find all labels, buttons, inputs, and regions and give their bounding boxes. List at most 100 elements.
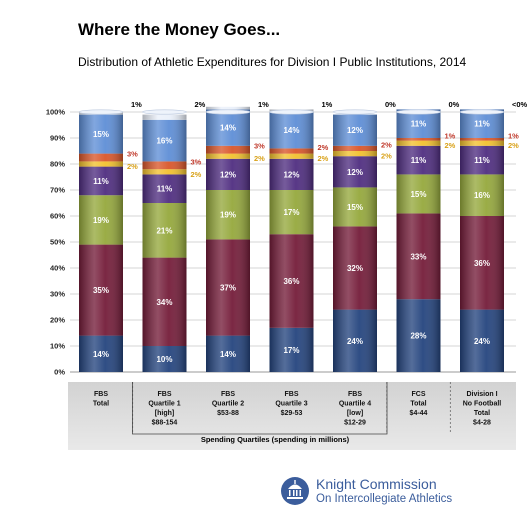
bar-segment-shading [333,187,377,227]
bar-segment-shading [142,114,187,120]
y-tick-label: 70% [50,186,65,195]
data-label: 15% [347,203,363,212]
knight-commission-logo: Knight Commission On Intercollegiate Ath… [280,474,480,510]
data-label: 2% [445,141,456,150]
x-category-label: $12-29 [344,420,366,427]
bar-top-cap [459,109,505,115]
bar-segment-shading [333,151,377,157]
bar-segment-shading [79,195,123,245]
x-category-label: FBS [94,391,108,398]
bar-segment-shading [460,309,504,372]
bar-segment-shading [269,158,314,190]
x-category-label: $53-88 [217,410,239,417]
x-category-label: FBS [348,391,362,398]
data-label: 28% [410,332,426,341]
bar-segment-shading [269,153,314,159]
x-category-label: Quartile 1 [148,401,180,408]
data-label: 17% [283,208,299,217]
data-label: 1% [508,131,519,140]
y-tick-label: 50% [50,238,65,247]
bar-segment-shading [396,140,441,146]
bar-segment-shading [460,138,504,141]
data-label: 11% [411,156,427,165]
bar-segment-shading [460,216,504,310]
x-category-label: Quartile 3 [275,401,307,408]
data-label: 3% [127,150,138,159]
stacked-bar-chart: 0% 10% 20% 30% 40% 50% 60% 70% 80% 90% 100% 14% 35%… [46,100,528,450]
bar-segment-shading [333,145,377,151]
x-category-label: Division I [466,391,497,398]
data-label: 12% [347,168,363,177]
bar-top-cap [332,109,378,115]
x-category-label: $4-28 [473,420,491,427]
data-label: <0% [512,100,528,109]
bar-segment-shading [142,161,187,170]
bar-segment-shading [142,257,187,346]
data-label: 21% [156,226,172,235]
y-tick-label: 90% [50,134,65,143]
bars [78,106,505,372]
bar-segment-shading [269,112,314,149]
x-category-label: Total [410,401,426,408]
data-label: 14% [283,126,299,135]
data-label: 12% [347,126,363,135]
logo-line-2: On Intercollegiate Athletics [316,493,453,505]
x-axis-categories: FBS Total FBS Quartile 1 [high] $88-154 FBS Qua… [93,382,501,435]
y-tick-label: 100% [46,108,66,117]
data-label: 15% [410,190,426,199]
bar-segment-shading [333,309,377,372]
data-label: 2% [191,170,202,179]
bar-segment-shading [396,174,441,214]
data-label: 12% [283,170,299,179]
data-label: 19% [220,211,236,220]
data-label: 24% [347,337,363,346]
x-axis-title: Spending Quartiles (spending in millions… [201,435,350,444]
x-category-label: $88-154 [152,420,178,427]
y-tick-label: 10% [50,342,65,351]
data-label: 3% [254,142,265,151]
bar-segment-shading [206,158,250,190]
data-label: 36% [283,277,299,286]
data-label: 34% [156,298,172,307]
data-label: 35% [93,286,109,295]
x-category-label: FBS [285,391,299,398]
bar-segment-shading [142,346,187,372]
x-category-label: Total [474,410,490,417]
x-category-label: [high] [155,410,174,417]
bar-top-cap [142,109,187,115]
bar-segment-shading [206,335,250,372]
bar-segment-shading [142,119,187,162]
data-label: 2% [318,154,329,163]
bar-segment-shading [79,335,123,372]
bar-segment-shading [79,244,123,336]
bar-segment-shading [206,153,250,159]
bar-segment-shading [269,148,314,154]
data-label: 16% [474,191,490,200]
data-label: 0% [449,100,460,109]
bar-segment-shading [396,138,441,141]
data-label: 14% [93,350,109,359]
bar-segment-shading [79,153,123,162]
y-tick-label: 30% [50,290,65,299]
x-category-label: FBS [158,391,172,398]
bar-segment-shading [269,190,314,235]
bar-segment-shading [206,106,250,110]
x-category-label: FCS [412,391,426,398]
data-label: 11% [474,120,490,129]
x-category-label: Total [93,401,109,408]
data-labels: 14% 35% 19% 11% 2% 3% 15% 1% 10% 34% 21% 11% 2% 3% 16%… [93,100,528,364]
y-tick-label: 80% [50,160,65,169]
data-label: 2% [381,140,392,149]
bar-segment-shading [396,213,441,300]
data-label: 0% [385,100,396,109]
data-label: 11% [157,185,173,194]
data-label: 37% [220,284,236,293]
bar-segment-shading [333,156,377,188]
bar-segment-shading [396,299,441,372]
data-label: 1% [258,100,269,109]
bar-top-cap [269,109,314,115]
bar-top-cap [78,109,124,115]
y-tick-label: 40% [50,264,65,273]
bar-segment-shading [206,109,250,146]
data-label: 19% [93,216,109,225]
